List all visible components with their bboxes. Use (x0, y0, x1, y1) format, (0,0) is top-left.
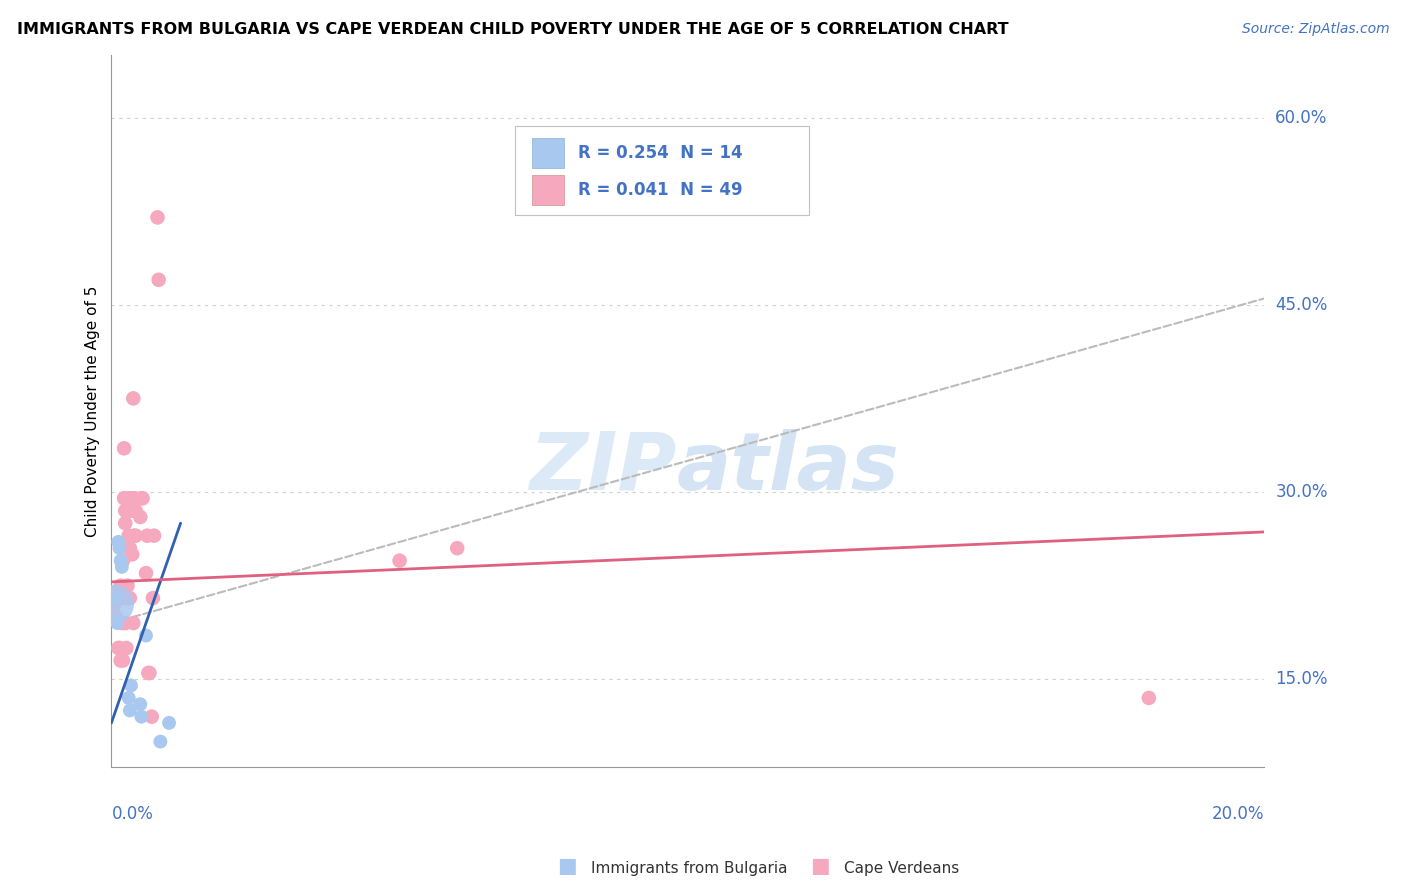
Point (148, 273, 170, 287)
Point (143, 529, 166, 543)
Point (118, 703, 141, 717)
Point (108, 541, 131, 556)
Point (118, 541, 141, 556)
Text: 0.0%: 0.0% (111, 805, 153, 823)
Y-axis label: Child Poverty Under the Age of 5: Child Poverty Under the Age of 5 (86, 285, 100, 537)
Point (138, 665, 160, 680)
Text: ■: ■ (810, 856, 830, 876)
Point (114, 516, 136, 531)
Point (107, 640, 129, 655)
Point (118, 491, 141, 506)
Point (131, 709, 153, 723)
Point (105, 609, 128, 624)
Point (1137, 690, 1160, 705)
Point (118, 529, 141, 543)
Point (105, 615, 128, 630)
Bar (531, 176, 564, 205)
Point (149, 734, 172, 748)
Point (117, 591, 139, 606)
Point (111, 554, 134, 568)
Point (111, 591, 134, 606)
Text: IMMIGRANTS FROM BULGARIA VS CAPE VERDEAN CHILD POVERTY UNDER THE AGE OF 5 CORREL: IMMIGRANTS FROM BULGARIA VS CAPE VERDEAN… (17, 22, 1008, 37)
Point (111, 615, 134, 630)
Point (111, 653, 134, 667)
Text: atlas: atlas (676, 429, 898, 507)
Point (117, 579, 139, 593)
Point (121, 548, 143, 562)
Point (124, 529, 146, 543)
Point (110, 579, 132, 593)
Bar (531, 137, 564, 168)
Point (135, 628, 157, 642)
Point (136, 665, 159, 680)
Point (112, 491, 135, 506)
Text: Immigrants from Bulgaria: Immigrants from Bulgaria (591, 861, 787, 876)
Text: Source: ZipAtlas.com: Source: ZipAtlas.com (1241, 22, 1389, 37)
Point (388, 554, 411, 568)
Text: 45.0%: 45.0% (1275, 296, 1327, 314)
Text: ■: ■ (557, 856, 576, 876)
Text: 20.0%: 20.0% (1212, 805, 1264, 823)
Text: ZIP: ZIP (529, 429, 676, 507)
Point (146, 211, 169, 225)
Point (118, 690, 141, 705)
Point (118, 591, 141, 606)
Text: R = 0.254  N = 14: R = 0.254 N = 14 (578, 144, 742, 161)
Point (114, 591, 136, 606)
Point (142, 591, 165, 606)
Point (124, 504, 146, 518)
Point (114, 615, 136, 630)
Text: 30.0%: 30.0% (1275, 483, 1327, 501)
Point (129, 510, 152, 524)
Point (446, 541, 468, 556)
Point (141, 709, 163, 723)
Point (103, 598, 125, 612)
Point (122, 615, 145, 630)
FancyBboxPatch shape (515, 127, 808, 215)
Point (108, 640, 131, 655)
Point (136, 529, 159, 543)
Point (157, 715, 180, 730)
Point (129, 697, 152, 711)
Point (103, 598, 125, 612)
Point (112, 442, 135, 456)
Point (105, 585, 128, 599)
Point (115, 640, 138, 655)
Point (131, 491, 153, 506)
Point (105, 591, 128, 606)
Point (108, 591, 131, 606)
Text: 15.0%: 15.0% (1275, 670, 1327, 689)
Text: 60.0%: 60.0% (1275, 109, 1327, 127)
Point (124, 491, 146, 506)
Point (131, 491, 153, 506)
Point (120, 504, 142, 518)
Point (107, 535, 129, 549)
Text: Cape Verdeans: Cape Verdeans (844, 861, 959, 876)
Point (111, 560, 134, 574)
Point (135, 566, 157, 581)
Point (124, 529, 146, 543)
Point (110, 554, 132, 568)
Point (114, 504, 136, 518)
Point (110, 653, 132, 667)
Text: R = 0.041  N = 49: R = 0.041 N = 49 (578, 181, 742, 199)
Point (120, 678, 142, 692)
Point (121, 491, 143, 506)
Point (122, 392, 145, 406)
